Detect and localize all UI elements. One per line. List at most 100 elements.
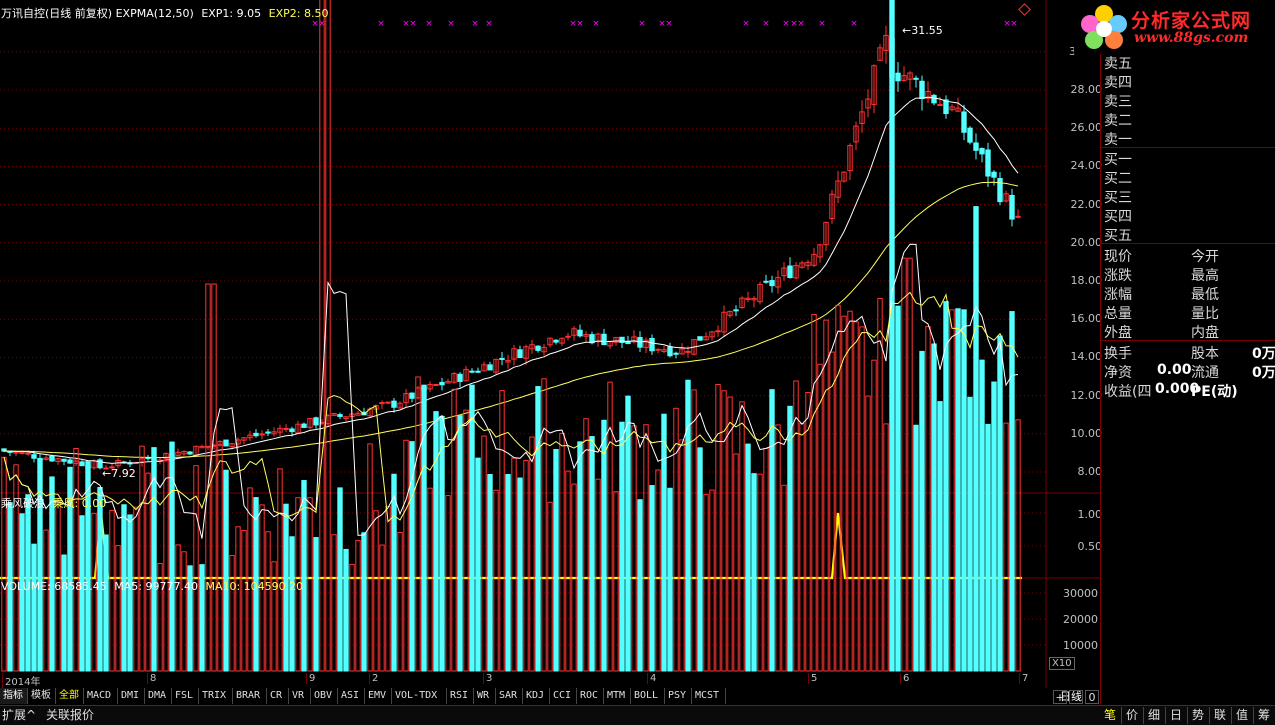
volume-bar: [127, 514, 133, 672]
sub-axis-05: 0.50: [1077, 540, 1103, 553]
quote-tab-2[interactable]: 细: [1143, 707, 1166, 724]
indicator-tab-kdj[interactable]: KDJ: [523, 688, 550, 704]
candle-body: [517, 349, 523, 359]
indicator-tab-cr[interactable]: CR: [267, 688, 289, 704]
candle-body: [871, 65, 877, 105]
volume-bar: [721, 390, 727, 672]
volume-bar: [1, 456, 7, 672]
volume-bar: [1003, 422, 1009, 672]
candle-body: [991, 171, 997, 178]
date-tick-label: 3: [483, 673, 492, 684]
volume-bar: [865, 395, 871, 672]
indicator-tab-emv[interactable]: EMV: [365, 688, 392, 704]
volume-bar: [343, 548, 349, 672]
float-value: 0万: [1252, 365, 1275, 381]
zoom-control[interactable]: -: [1069, 690, 1083, 704]
candle-body: [685, 350, 691, 353]
quote-tab-0[interactable]: 笔: [1099, 707, 1122, 724]
indicator-tab-全部[interactable]: 全部: [56, 688, 84, 704]
volume-bar: [355, 539, 361, 672]
indicator-tab-roc[interactable]: ROC: [577, 688, 604, 704]
volume-bar: [421, 384, 427, 672]
candle-body: [475, 370, 481, 373]
indicator-tab-obv[interactable]: OBV: [311, 688, 338, 704]
volume-axis-20000: 20000: [1063, 613, 1098, 626]
candle-body: [31, 454, 37, 459]
indicator-tab-dma[interactable]: DMA: [145, 688, 172, 704]
candle-body: [961, 111, 967, 133]
indicator-tab-asi[interactable]: ASI: [338, 688, 365, 704]
candle-body: [25, 452, 31, 455]
indicator-tab-vol-tdx[interactable]: VOL-TDX: [392, 688, 447, 704]
indicator-tab-psy[interactable]: PSY: [665, 688, 692, 704]
candle-body: [925, 90, 931, 99]
indicator-tab-dmi[interactable]: DMI: [118, 688, 145, 704]
volume-bar: [499, 390, 505, 672]
quote-field-label: 现价: [1104, 249, 1132, 265]
volume-bar: [511, 457, 517, 672]
volume-bar: [61, 554, 67, 672]
volume-bar: [145, 472, 151, 672]
price-tick-label: 20.00: [1070, 235, 1103, 249]
related-quote-tab[interactable]: 关联报价: [46, 708, 95, 722]
signal-marker: ×: [447, 19, 455, 29]
candle-body: [241, 437, 247, 441]
candle-body: [763, 280, 769, 283]
quote-tab-6[interactable]: 值: [1231, 707, 1254, 724]
volume-bar: [793, 380, 799, 672]
indicator-tab-boll[interactable]: BOLL: [631, 688, 665, 704]
indicator-tab-cci[interactable]: CCI: [550, 688, 577, 704]
indicator-tab-vr[interactable]: VR: [289, 688, 311, 704]
volume-ma5: MA5: 99777.40: [114, 580, 198, 593]
candle-body: [865, 98, 871, 109]
volume-bar: [397, 532, 403, 672]
quote-tab-5[interactable]: 联: [1209, 707, 1232, 724]
ask-level-label: 卖四: [1104, 75, 1132, 91]
candle-body: [439, 381, 445, 386]
volume-bar: [313, 537, 319, 672]
indicator-tab-rsi[interactable]: RSI: [447, 688, 474, 704]
volume-bar: [283, 503, 289, 672]
candle-body: [1015, 215, 1021, 218]
indicator-tab-wr[interactable]: WR: [474, 688, 496, 704]
volume-bar: [685, 379, 691, 672]
volume-bar: [589, 436, 595, 672]
volume-bar: [79, 515, 85, 672]
indicator-tab-macd[interactable]: MACD: [84, 688, 118, 704]
volume-ma10-line: [3, 291, 1019, 523]
indicator-tab-sar[interactable]: SAR: [496, 688, 523, 704]
volume-bar: [31, 543, 37, 672]
date-tick-label: 6: [900, 673, 909, 684]
candle-body: [247, 434, 253, 439]
indicator-tab-fsl[interactable]: FSL: [172, 688, 199, 704]
kline-chart[interactable]: × × × × × × × × × × × × × × × × × × × × × × × ×: [0, 0, 1100, 690]
volume-bar: [175, 544, 181, 672]
candle-body: [313, 417, 319, 426]
indicator-tab-模板[interactable]: 模板: [28, 688, 56, 704]
candle-body: [895, 72, 901, 82]
quote-tab-4[interactable]: 势: [1187, 707, 1210, 724]
candle-body: [451, 373, 457, 383]
candle-body: [703, 336, 709, 341]
volume-bar: [307, 497, 313, 672]
indicator-tab-trix[interactable]: TRIX: [199, 688, 233, 704]
quote-tab-3[interactable]: 日: [1165, 707, 1188, 724]
indicator-tab-mcst[interactable]: MCST: [692, 688, 726, 704]
candle-body: [643, 339, 649, 349]
indicator-tab-指标[interactable]: 指标: [0, 688, 28, 704]
eps-value: 0.000: [1155, 381, 1200, 397]
indicator-tab-mtm[interactable]: MTM: [604, 688, 631, 704]
volume-bar: [409, 441, 415, 672]
volume-bar: [349, 563, 355, 672]
indicator-tab-brar[interactable]: BRAR: [233, 688, 267, 704]
quote-tab-1[interactable]: 价: [1121, 707, 1144, 724]
equity-value: 0万: [1252, 346, 1275, 362]
date-tick-label: 8: [147, 673, 156, 684]
zoom-control[interactable]: 0: [1085, 690, 1099, 704]
volume-bar: [799, 423, 805, 672]
zoom-control[interactable]: +: [1053, 690, 1067, 704]
quote-tab-7[interactable]: 筹: [1253, 707, 1275, 724]
candle-body: [751, 297, 757, 301]
period-label[interactable]: 日线: [1060, 690, 1082, 703]
expand-tab[interactable]: 扩展^: [2, 708, 37, 722]
